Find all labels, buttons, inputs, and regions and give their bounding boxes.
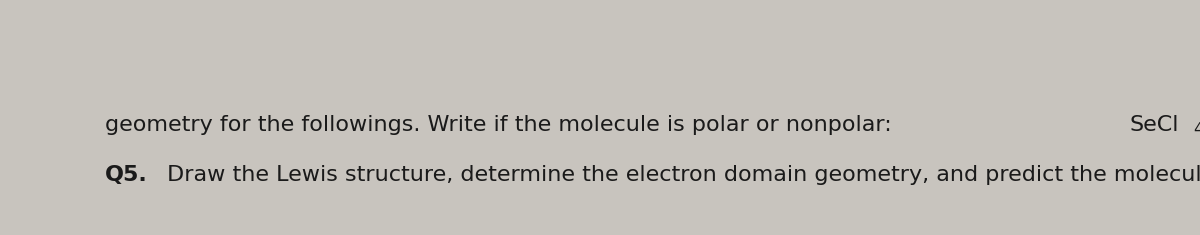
Text: Draw the Lewis structure, determine the electron domain geometry, and predict th: Draw the Lewis structure, determine the …	[160, 165, 1200, 185]
Text: SeCl: SeCl	[1129, 115, 1178, 135]
Text: geometry for the followings. Write if the molecule is polar or nonpolar:: geometry for the followings. Write if th…	[106, 115, 899, 135]
Text: Q5.: Q5.	[106, 165, 148, 185]
Text: 4: 4	[1193, 122, 1200, 137]
